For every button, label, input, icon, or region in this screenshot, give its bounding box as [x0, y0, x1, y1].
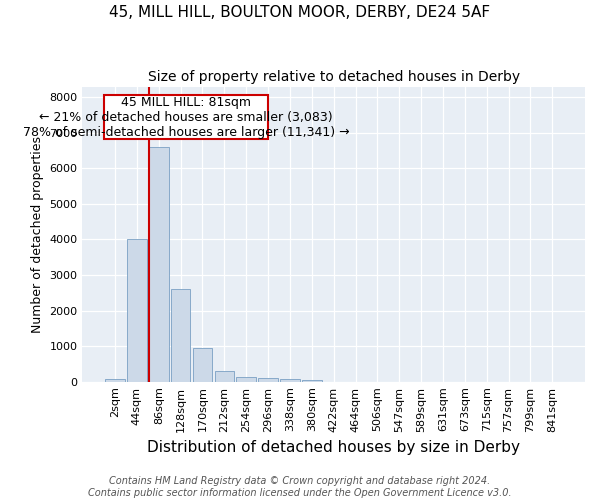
Bar — [236, 377, 256, 382]
Bar — [127, 240, 147, 382]
Bar — [302, 380, 322, 382]
Bar — [105, 379, 125, 382]
Title: Size of property relative to detached houses in Derby: Size of property relative to detached ho… — [148, 70, 520, 84]
X-axis label: Distribution of detached houses by size in Derby: Distribution of detached houses by size … — [147, 440, 520, 455]
Bar — [280, 379, 300, 382]
Text: 45, MILL HILL, BOULTON MOOR, DERBY, DE24 5AF: 45, MILL HILL, BOULTON MOOR, DERBY, DE24… — [109, 5, 491, 20]
Bar — [171, 289, 190, 382]
Text: 45 MILL HILL: 81sqm
← 21% of detached houses are smaller (3,083)
78% of semi-det: 45 MILL HILL: 81sqm ← 21% of detached ho… — [23, 96, 349, 139]
Bar — [215, 370, 234, 382]
Bar — [258, 378, 278, 382]
Text: Contains HM Land Registry data © Crown copyright and database right 2024.
Contai: Contains HM Land Registry data © Crown c… — [88, 476, 512, 498]
Y-axis label: Number of detached properties: Number of detached properties — [31, 136, 44, 332]
Bar — [149, 147, 169, 382]
Bar — [193, 348, 212, 382]
FancyBboxPatch shape — [104, 96, 268, 139]
